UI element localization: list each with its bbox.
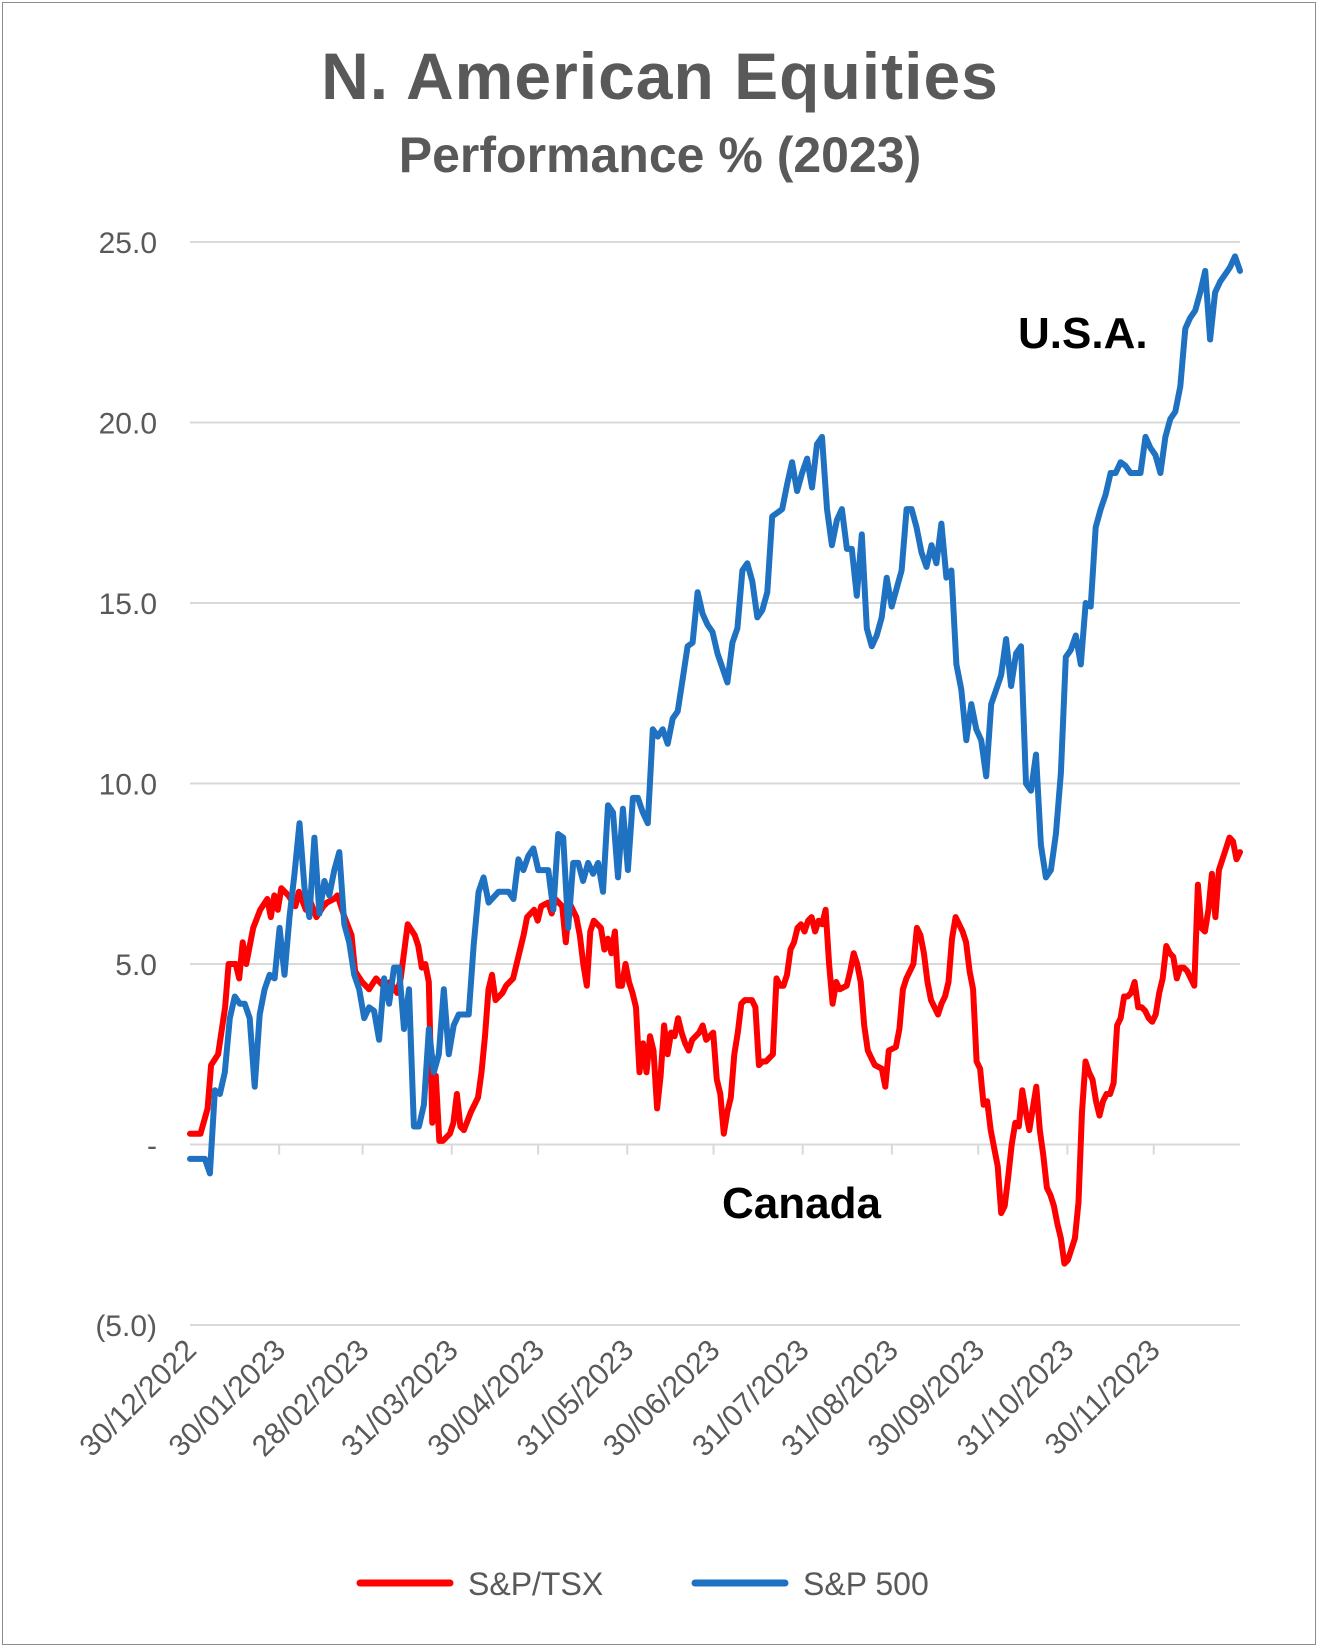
y-tick-label: 10.0	[99, 769, 157, 802]
gridlines	[190, 241, 1240, 1326]
annotation-canada: Canada	[722, 1179, 881, 1228]
y-tick-label: 15.0	[99, 588, 157, 621]
series-line-sp-500	[187, 253, 1243, 1177]
x-axis: 30/12/202230/01/202328/02/202331/03/2023…	[73, 1144, 1167, 1463]
y-tick-label: 5.0	[115, 949, 157, 982]
legend-label: S&P 500	[803, 1566, 929, 1602]
y-tick-label: (5.0)	[95, 1310, 157, 1343]
y-tick-label: 20.0	[99, 408, 157, 441]
legend: S&P/TSX S&P 500	[356, 1566, 929, 1602]
chart-subtitle: Performance % (2023)	[398, 127, 922, 183]
y-tick-label: 25.0	[99, 227, 157, 260]
annotation-usa: U.S.A.	[1018, 309, 1148, 358]
series-lines	[187, 253, 1243, 1267]
chart-title: N. American Equities	[321, 39, 999, 113]
y-tick-label: -	[147, 1130, 157, 1163]
y-axis: 25.0 20.0 15.0 10.0 5.0 - (5.0)	[95, 227, 157, 1343]
legend-label: S&P/TSX	[468, 1566, 603, 1602]
series-line-sp-tsx	[187, 834, 1243, 1267]
